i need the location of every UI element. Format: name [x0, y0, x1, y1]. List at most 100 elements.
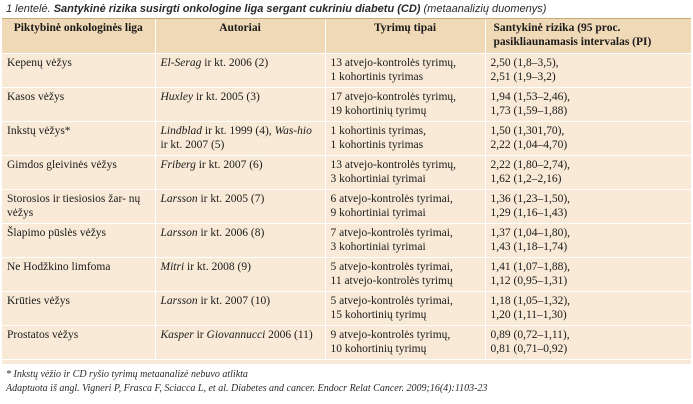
cell-disease: Krūties vėžys: [2, 291, 156, 326]
study-line: 3 kohortiniai tyrimai: [330, 241, 426, 253]
risk-line: 1,12 (0,95–1,31): [490, 275, 568, 287]
study-line: 13 atvejo-kontrolės tyrimų,: [330, 159, 457, 171]
author-details: ir kt. 2007 (5): [160, 139, 225, 151]
study-line: 5 atvejo-kontrolės tyrimai,: [330, 261, 453, 273]
table-row: Šlapimo pūslės vėžys Larsson ir kt. 2006 …: [2, 223, 691, 258]
author-details: ir kt. 1999 (4),: [202, 125, 275, 137]
cell-disease: Prostatos vėžys: [2, 325, 156, 360]
author-details: ir kt. 2006 (2): [201, 57, 269, 69]
cell-relative-risk: 1,37 (1,04–1,80), 1,43 (1,18–1,74): [485, 223, 691, 258]
cell-authors: El-Serag ir kt. 2006 (2): [155, 53, 326, 88]
author-name: Mitri: [160, 261, 185, 273]
author-name: Lindblad: [160, 125, 203, 137]
cell-relative-risk: 1,41 (1,07–1,88), 1,12 (0,95–1,31): [485, 257, 691, 292]
author-details: ir: [193, 329, 207, 341]
study-line: 15 kohortinių tyrimų: [330, 309, 427, 321]
author-name: Giovannucci: [206, 329, 266, 341]
author-name: Kasper: [160, 329, 194, 341]
risk-line: 2,22 (1,04–4,70): [490, 139, 568, 151]
study-line: 6 atvejo-kontrolės tyrimai,: [330, 193, 453, 205]
cell-relative-risk: 1,18 (1,05–1,32), 1,20 (1,11–1,30): [485, 291, 691, 326]
table-row: Storosios ir tiesiosios žar- nų vėžys Lar…: [2, 189, 691, 224]
table-row: Kasos vėžys Huxley ir kt. 2005 (3) 17 atve…: [2, 87, 691, 122]
risk-line: 1,50 (1,301,70),: [490, 125, 565, 137]
header-study-types: Tyrimų tipai: [325, 19, 486, 54]
header-relative-risk: Santykinė rizika (95 proc. pasikliaunama…: [485, 19, 691, 54]
risk-line: 1,29 (1,16–1,43): [490, 207, 568, 219]
caption-source: (metaanalizių duomenys): [423, 3, 547, 15]
cell-relative-risk: 1,50 (1,301,70), 2,22 (1,04–4,70): [485, 121, 691, 156]
cell-authors: Kasper ir Giovannucci 2006 (11): [155, 325, 326, 360]
table-row: Ne Hodžkino limfoma Mitri ir kt. 2008 (9)…: [2, 257, 691, 292]
risk-line: 1,36 (1,23–1,50),: [490, 193, 571, 205]
risk-line: 0,81 (0,71–0,92): [490, 343, 568, 355]
study-line: 1 kohortinis tyrimas: [330, 71, 424, 83]
cell-relative-risk: 1,36 (1,23–1,50), 1,29 (1,16–1,43): [485, 189, 691, 224]
cell-relative-risk: 0,89 (0,72–1,11), 0,81 (0,71–0,92): [485, 325, 691, 360]
study-line: 17 atvejo-kontrolės tyrimų,: [330, 91, 457, 103]
risk-line: 1,94 (1,53–2,46),: [490, 91, 571, 103]
author-name: hio: [297, 125, 312, 137]
author-name: Huxley: [160, 91, 194, 103]
risk-line: 1,41 (1,07–1,88),: [490, 261, 571, 273]
table-container: Piktybinė onkologinės liga Autoriai Tyri…: [2, 18, 691, 364]
author-name: El-Serag: [160, 57, 202, 69]
author-name: Was-: [274, 125, 298, 137]
author-details: ir kt. 2008 (9): [184, 261, 251, 273]
author-details: ir kt. 2005 (3): [193, 91, 260, 103]
risk-line: 1,20 (1,11–1,30): [490, 309, 567, 321]
footnote-source: Adaptuota iš angl. Vigneri P, Frasca F, …: [6, 383, 488, 394]
author-name: Larsson: [160, 193, 198, 205]
study-line: 3 kohortiniai tyrimai: [330, 173, 426, 185]
cell-disease: Storosios ir tiesiosios žar- nų vėžys: [2, 189, 156, 224]
cell-disease: Šlapimo pūslės vėžys: [2, 223, 156, 258]
author-details: ir kt. 2006 (8): [197, 227, 265, 239]
study-line: 7 atvejo-kontrolės tyrimai,: [330, 227, 453, 239]
table-caption: 1 lentelė. Santykinė rizika susirgti onk…: [6, 2, 546, 16]
cell-disease: Kasos vėžys: [2, 87, 156, 122]
study-line: 13 atvejo-kontrolės tyrimų,: [330, 57, 457, 69]
author-name: Friberg: [160, 159, 196, 171]
cell-relative-risk: 2,50 (1,8–3,5), 2,51 (1,9–3,2): [485, 53, 691, 88]
risk-table: Piktybinė onkologinės liga Autoriai Tyri…: [2, 19, 691, 360]
risk-line: 1,73 (1,59–1,88): [490, 105, 568, 117]
table-header-row: Piktybinė onkologinės liga Autoriai Tyri…: [2, 19, 691, 54]
risk-line: 0,89 (0,72–1,11),: [490, 329, 570, 341]
table-row: Gimdos gleivinės vėžys Friberg ir kt. 200…: [2, 155, 691, 190]
author-details: ir kt. 2007 (6): [195, 159, 263, 171]
risk-line: 1,43 (1,18–1,74): [490, 241, 568, 253]
risk-line: 2,50 (1,8–3,5),: [490, 57, 559, 69]
author-name: Larsson: [160, 227, 198, 239]
study-line: 5 atvejo-kontrolės tyrimai,: [330, 295, 453, 307]
cell-authors: Larsson ir kt. 2006 (8): [155, 223, 326, 258]
study-line: 1 kohortinis tyrimas: [330, 139, 424, 151]
caption-title: Santykinė rizika susirgti onkologine lig…: [53, 3, 421, 15]
risk-line: 1,62 (1,2–2,16): [490, 173, 562, 185]
risk-line: 2,51 (1,9–3,2): [490, 71, 556, 83]
cell-study-types: 6 atvejo-kontrolės tyrimai, 9 kohortiniai…: [325, 189, 486, 224]
cell-disease: Ne Hodžkino limfoma: [2, 257, 156, 292]
study-line: 19 kohortinių tyrimų: [330, 105, 427, 117]
cell-study-types: 5 atvejo-kontrolės tyrimai, 15 kohortinių…: [325, 291, 486, 326]
table-row: Krūties vėžys Larsson ir kt. 2007 (10) 5 a…: [2, 291, 691, 326]
cell-study-types: 13 atvejo-kontrolės tyrimų, 1 kohortinis …: [325, 53, 486, 88]
study-line: 1 kohortinis tyrimas,: [330, 125, 427, 137]
cell-relative-risk: 1,94 (1,53–2,46), 1,73 (1,59–1,88): [485, 87, 691, 122]
cell-study-types: 9 atvejo-kontrolės tyrimų, 10 kohortinių …: [325, 325, 486, 360]
risk-line: 2,22 (1,80–2,74),: [490, 159, 571, 171]
table-row: Prostatos vėžys Kasper ir Giovannucci 200…: [2, 325, 691, 360]
header-authors: Autoriai: [155, 19, 326, 54]
study-line: 10 kohortinių tyrimų: [330, 343, 427, 355]
risk-line: 1,18 (1,05–1,32),: [490, 295, 571, 307]
cell-authors: Lindblad ir kt. 1999 (4), Was-hio ir kt.…: [155, 121, 326, 156]
header-disease: Piktybinė onkologinės liga: [2, 19, 156, 54]
author-details: ir kt. 2007 (10): [197, 295, 271, 307]
cell-disease: Kepenų vėžys: [2, 53, 156, 88]
cell-study-types: 1 kohortinis tyrimas, 1 kohortinis tyrima…: [325, 121, 486, 156]
cell-authors: Mitri ir kt. 2008 (9): [155, 257, 326, 292]
cell-disease: Inkstų vėžys*: [2, 121, 156, 156]
study-line: 9 kohortiniai tyrimai: [330, 207, 426, 219]
cell-authors: Friberg ir kt. 2007 (6): [155, 155, 326, 190]
table-body: Kepenų vėžys El-Serag ir kt. 2006 (2) 13 a…: [2, 53, 691, 360]
